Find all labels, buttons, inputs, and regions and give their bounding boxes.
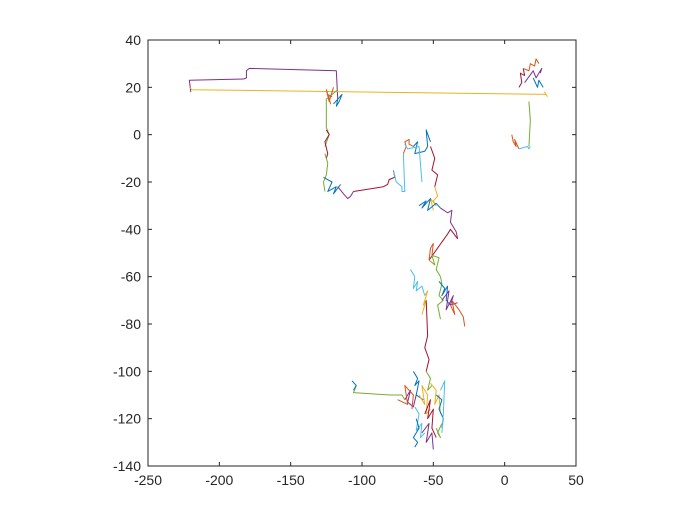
series-line-13: [404, 143, 423, 183]
series-line-0: [188, 67, 339, 100]
y-tick-label: -20: [121, 174, 141, 190]
series-line-33: [418, 385, 431, 415]
series-line-41: [435, 423, 443, 439]
x-tick-label: -50: [423, 472, 443, 488]
series-line-14: [430, 146, 439, 187]
series-line-27: [424, 300, 430, 372]
series-line-48: [524, 67, 543, 83]
series-line-47: [523, 58, 540, 72]
series-line-16: [418, 198, 441, 211]
series-line-44: [518, 146, 531, 150]
series-line-22: [410, 269, 426, 296]
y-tick-label: -80: [121, 316, 141, 332]
series-line-20: [428, 243, 434, 261]
x-tick-label: -250: [134, 472, 162, 488]
series-line-3: [325, 87, 334, 105]
series-line-37: [421, 422, 434, 450]
series-line-49: [532, 77, 544, 88]
y-tick-label: 20: [125, 79, 141, 95]
y-tick-label: -120: [113, 411, 141, 427]
series-line-12: [412, 129, 431, 155]
x-tick-label: -150: [277, 472, 305, 488]
y-tick-label: -100: [113, 363, 141, 379]
series-line-25: [441, 290, 458, 311]
x-tick-label: 0: [501, 472, 509, 488]
series-line-7: [323, 176, 341, 195]
series-line-30: [352, 385, 406, 400]
series-line-38: [430, 382, 441, 414]
series-line-26: [449, 299, 466, 327]
series-line-45: [528, 101, 531, 147]
series-line-29: [412, 371, 424, 401]
tick-layer: -250 -200 -150 -100 -50 0 50-140-120-100-80-60…: [113, 32, 584, 488]
x-tick-label: 50: [568, 472, 584, 488]
series-line-35: [412, 418, 420, 448]
series-line-5: [324, 129, 330, 159]
x-tick-label: -100: [348, 472, 376, 488]
y-tick-label: -140: [113, 458, 141, 474]
series-line-23: [421, 290, 429, 315]
series-line-32: [397, 385, 414, 410]
series-line-6: [322, 153, 329, 192]
plot-background: [148, 40, 576, 466]
series-line-8: [337, 186, 354, 200]
y-tick-label: 40: [125, 32, 141, 48]
y-tick-label: 0: [133, 127, 141, 143]
series-line-17: [440, 207, 459, 239]
series-layer: [188, 58, 548, 450]
series-line-19: [428, 254, 441, 277]
series-line-10: [392, 153, 406, 192]
series-line-21: [437, 276, 444, 320]
series-line-43: [511, 134, 520, 150]
series-line-11: [402, 138, 414, 154]
series-line-36: [424, 399, 437, 438]
series-line-15: [429, 186, 439, 211]
series-line-1: [189, 86, 548, 98]
series-line-42: [351, 380, 357, 391]
series-line-28: [425, 371, 433, 391]
series-line-4: [333, 93, 343, 107]
x-tick-label: -200: [205, 472, 233, 488]
series-line-18: [428, 228, 458, 261]
series-line-46: [518, 68, 526, 88]
series-line-24: [438, 281, 451, 306]
y-tick-label: -60: [121, 269, 141, 285]
series-line-40: [440, 380, 446, 433]
y-tick-label: -40: [121, 221, 141, 237]
